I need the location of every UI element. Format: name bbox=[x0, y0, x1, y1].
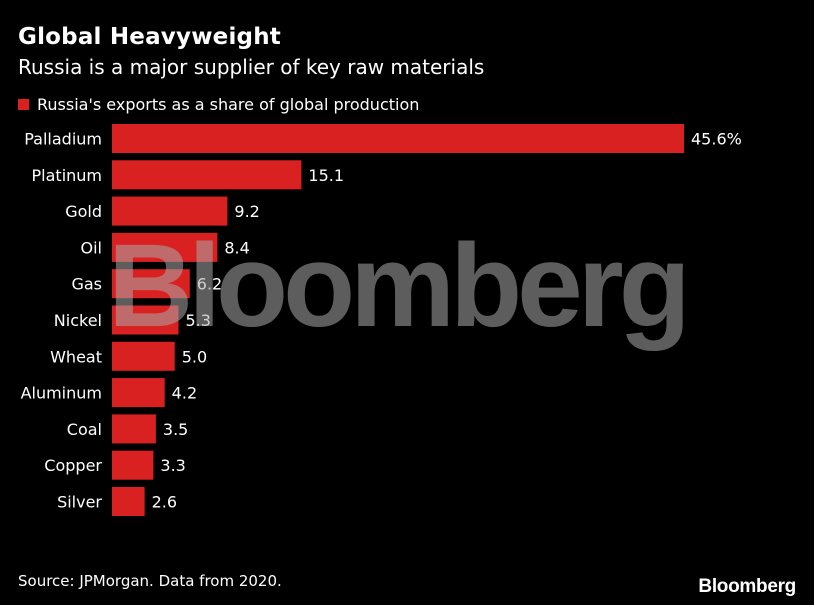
source-note: Source: JPMorgan. Data from 2020. bbox=[18, 572, 282, 590]
chart-subtitle: Russia is a major supplier of key raw ma… bbox=[18, 55, 485, 79]
bar-nickel bbox=[112, 305, 179, 335]
bar-silver bbox=[112, 487, 145, 516]
category-label-copper: Copper bbox=[44, 456, 102, 475]
value-label-gold: 9.2 bbox=[234, 202, 259, 221]
value-label-palladium: 45.6% bbox=[691, 130, 742, 149]
legend: Russia's exports as a share of global pr… bbox=[18, 95, 419, 114]
value-label-copper: 3.3 bbox=[160, 456, 185, 475]
bar-platinum bbox=[112, 160, 302, 190]
value-label-aluminum: 4.2 bbox=[172, 384, 197, 403]
value-label-nickel: 5.3 bbox=[185, 311, 210, 330]
category-label-palladium: Palladium bbox=[24, 130, 102, 149]
bar-copper bbox=[112, 450, 154, 480]
value-label-silver: 2.6 bbox=[152, 493, 177, 512]
value-label-gas: 6.2 bbox=[197, 275, 222, 294]
category-label-platinum: Platinum bbox=[32, 166, 102, 185]
category-label-oil: Oil bbox=[81, 238, 102, 257]
bloomberg-logo: Bloomberg bbox=[698, 576, 796, 597]
category-label-gas: Gas bbox=[71, 275, 102, 294]
category-label-gold: Gold bbox=[65, 202, 102, 221]
bar-oil bbox=[112, 232, 218, 262]
value-label-wheat: 5.0 bbox=[182, 347, 207, 366]
legend-swatch bbox=[18, 99, 29, 110]
category-label-nickel: Nickel bbox=[54, 311, 102, 330]
bar-wheat bbox=[112, 341, 175, 371]
category-label-silver: Silver bbox=[57, 493, 102, 512]
bar-coal bbox=[112, 414, 156, 444]
value-label-oil: 8.4 bbox=[224, 238, 249, 257]
bar-aluminum bbox=[112, 378, 165, 408]
value-label-coal: 3.5 bbox=[163, 420, 188, 439]
legend-label: Russia's exports as a share of global pr… bbox=[37, 95, 420, 114]
value-label-platinum: 15.1 bbox=[308, 166, 344, 185]
bar-gold bbox=[112, 196, 228, 226]
category-label-coal: Coal bbox=[67, 420, 102, 439]
category-label-aluminum: Aluminum bbox=[21, 384, 102, 403]
bar-palladium bbox=[112, 124, 684, 153]
chart-title: Global Heavyweight bbox=[18, 24, 281, 50]
bar-gas bbox=[112, 269, 190, 299]
category-label-wheat: Wheat bbox=[50, 347, 102, 366]
